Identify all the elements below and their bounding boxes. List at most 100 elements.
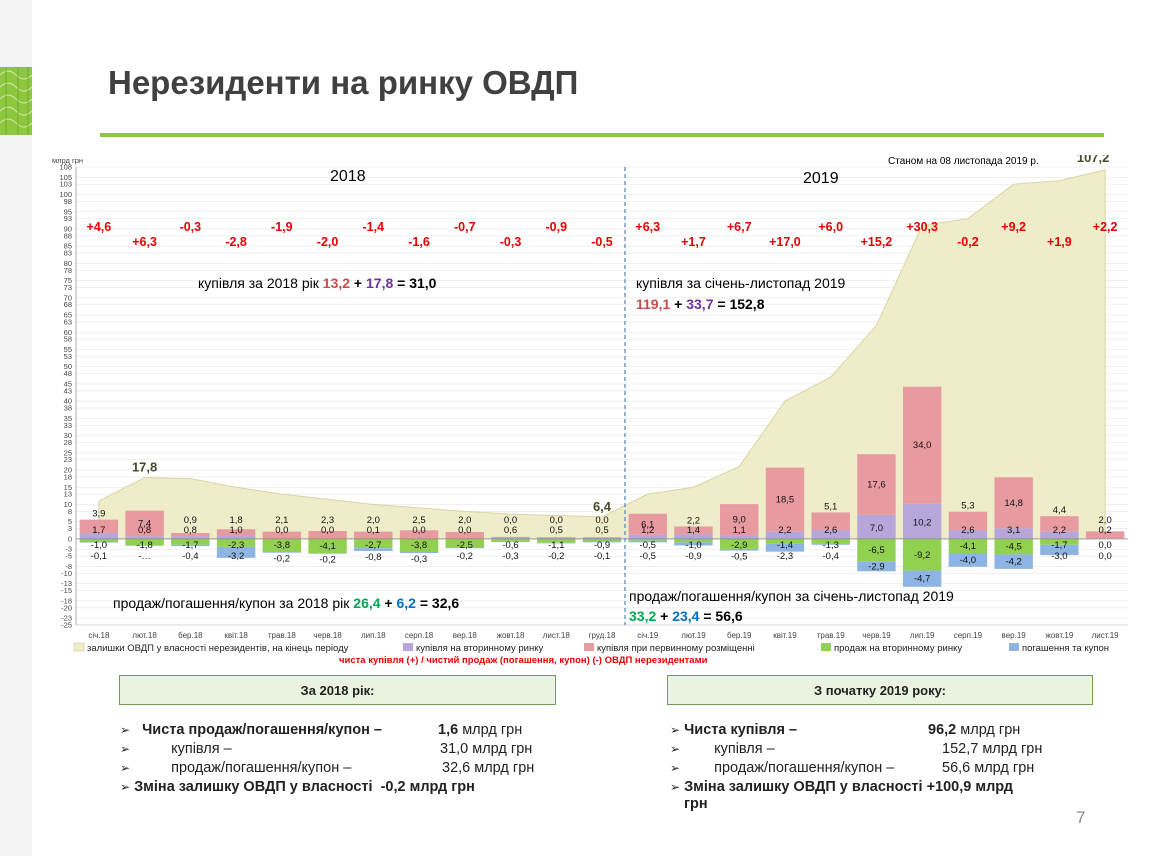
- y-tick-label: 20: [64, 466, 72, 475]
- bar-secondary-sell: [1040, 538, 1079, 545]
- bar-secondary-sell: [171, 538, 210, 545]
- label-secondary-buy: 1,4: [687, 525, 700, 536]
- label-primary-buy: 2,1: [275, 515, 288, 526]
- x-tick-label: лют.18: [132, 631, 157, 640]
- y-tick-label: 35: [64, 414, 72, 423]
- label-secondary-sell: -3,8: [274, 540, 290, 551]
- bar-secondary-buy: [125, 536, 164, 539]
- y-tick-label: 98: [64, 197, 72, 206]
- bar-primary-buy: [399, 530, 439, 539]
- y-tick-label: 58: [64, 335, 72, 344]
- sell-2019-annotation-line1: продаж/погашення/купон за січень-листопа…: [629, 588, 954, 604]
- bar-primary-buy: [857, 454, 896, 515]
- x-tick-label: жовт.18: [497, 631, 525, 640]
- bar-secondary-sell: [399, 538, 439, 552]
- summary-2019-sell: ➢ продаж/погашення/купон – 56,6 млрд грн: [670, 760, 1035, 776]
- x-tick-label: черв.18: [313, 631, 342, 640]
- label-secondary-buy: 0,0: [412, 525, 425, 536]
- y-tick-label: 23: [64, 455, 72, 464]
- summary-2018-stock-change: ➢ Зміна залишку ОВДП у власності -0,2 мл…: [120, 779, 475, 795]
- label-secondary-sell: -2,7: [365, 540, 381, 551]
- net-label: -0,2: [957, 235, 979, 249]
- label-redemption: -0,2: [457, 551, 473, 562]
- y-tick-label: 70: [64, 293, 72, 302]
- bar-primary-buy: [445, 532, 484, 539]
- label-secondary-sell: -1,8: [136, 540, 152, 551]
- y-tick-label: -13: [61, 579, 72, 588]
- year-label-2018: 2018: [330, 168, 366, 185]
- bar-redemption: [628, 540, 667, 543]
- label-redemption: -0,3: [411, 554, 427, 565]
- label-redemption: 0,0: [1099, 551, 1112, 562]
- label-secondary-sell: -9,2: [914, 550, 930, 561]
- label-secondary-buy: 0,8: [184, 525, 197, 536]
- label-secondary-buy: 2,6: [961, 525, 974, 536]
- bar-primary-buy: [674, 526, 713, 535]
- net-label: -0,7: [454, 220, 476, 234]
- label-redemption: -0,4: [182, 551, 198, 562]
- label-redemption: -0,3: [502, 551, 518, 562]
- y-tick-label: 93: [64, 214, 72, 223]
- label-secondary-buy: 0,2: [1099, 525, 1112, 536]
- y-tick-label: 40: [64, 397, 72, 406]
- label-redemption: -4,2: [1005, 557, 1021, 568]
- bar-secondary-buy: [1040, 531, 1079, 539]
- sell-2018-annotation: продаж/погашення/купон за 2018 рік 26,4 …: [113, 595, 459, 611]
- label-primary-buy: 0,0: [504, 515, 517, 526]
- label-primary-buy: 2,3: [321, 515, 334, 526]
- y-tick-label: 15: [64, 483, 72, 492]
- stock-area: [98, 169, 1106, 540]
- label-primary-buy: 17,6: [867, 480, 886, 491]
- bar-secondary-buy: [537, 537, 576, 539]
- x-tick-label: січ.19: [637, 631, 659, 640]
- net-label: -0,3: [500, 235, 522, 249]
- summary-2018-list: ➢ Чиста продаж/погашення/купон – 1,6 млр…: [120, 721, 580, 811]
- y-tick-label: 105: [59, 173, 72, 182]
- stock-callout: 17,8: [132, 460, 157, 475]
- summary-2019-net: ➢ Чиста купівля – 96,2 млрд грн: [670, 722, 1021, 738]
- net-label: +2,2: [1093, 220, 1118, 234]
- y-tick-label: 73: [64, 283, 72, 292]
- summary-2018-sell: ➢ продаж/погашення/купон – 32,6 млрд грн: [120, 760, 535, 776]
- label-primary-buy: 5,3: [961, 501, 974, 512]
- net-label: +9,2: [1001, 220, 1026, 234]
- y-tick-label: 108: [59, 163, 72, 172]
- label-secondary-buy: 0,0: [321, 525, 334, 536]
- y-tick-label: 80: [64, 259, 72, 268]
- y-tick-label: 8: [68, 507, 72, 516]
- label-redemption: -0,8: [365, 552, 381, 563]
- label-secondary-sell: -0,6: [502, 540, 518, 551]
- bar-redemption: [445, 547, 484, 549]
- net-label: -0,5: [591, 235, 613, 249]
- y-tick-label: 68: [64, 300, 72, 309]
- page-number: 7: [1076, 808, 1086, 827]
- label-secondary-sell: -6,5: [868, 545, 884, 556]
- x-tick-label: черв.19: [862, 631, 891, 640]
- label-primary-buy: 2,5: [412, 515, 425, 526]
- label-redemption: -0,2: [548, 551, 564, 562]
- y-tick-label: 75: [64, 276, 72, 285]
- legend-primary-buy: купівля при первинному розміщенні: [597, 643, 755, 654]
- net-label: -0,3: [180, 220, 202, 234]
- buy-2019-annotation-line1: купівля за січень-листопад 2019: [636, 275, 846, 291]
- left-sidebar-strip: [0, 0, 32, 856]
- label-secondary-sell: -1,1: [548, 540, 564, 551]
- bar-redemption: [857, 561, 896, 572]
- bar-secondary-buy: [674, 534, 713, 539]
- label-redemption: -0,4: [823, 551, 839, 562]
- y-tick-label: 18: [64, 472, 72, 481]
- x-tick-label: серп.19: [954, 631, 983, 640]
- label-redemption: -4,7: [914, 574, 930, 585]
- stock-area-layer: [98, 169, 1106, 540]
- legend-swatch-area: [73, 642, 85, 652]
- label-secondary-sell: -1,7: [1051, 540, 1067, 551]
- bar-secondary-buy: [857, 514, 896, 539]
- bar-secondary-buy: [994, 528, 1033, 539]
- bar-primary-buy: [902, 386, 942, 504]
- label-secondary-sell: -1,3: [823, 540, 839, 551]
- label-secondary-buy: 2,2: [1053, 525, 1066, 536]
- label-redemption: -0,5: [731, 552, 747, 563]
- label-secondary-buy: 0,5: [595, 525, 608, 536]
- label-secondary-buy: 0,6: [504, 525, 517, 536]
- bar-redemption: [811, 543, 850, 545]
